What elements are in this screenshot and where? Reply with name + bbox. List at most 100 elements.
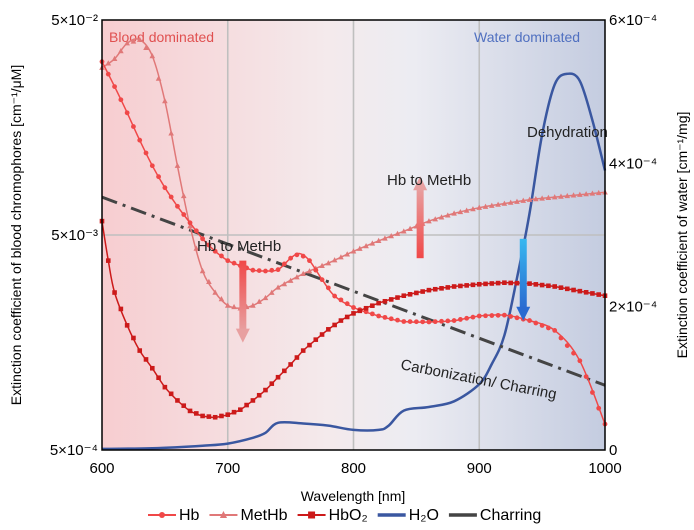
point-hbo	[552, 284, 557, 289]
point-methb	[438, 214, 445, 220]
point-hb	[577, 358, 583, 364]
point-hb	[231, 260, 237, 266]
point-hbo	[143, 357, 149, 362]
point-hb	[256, 268, 262, 274]
point-hb	[539, 323, 545, 328]
point-methb	[111, 55, 118, 61]
point-hb	[451, 318, 457, 323]
y-ticks-left: 5×10⁻⁴ 5×10⁻³ 5×10⁻²	[50, 12, 98, 459]
point-hbo	[338, 318, 344, 323]
point-methb	[457, 208, 464, 215]
point-hb	[250, 267, 256, 273]
arrow-head	[413, 176, 428, 191]
point-hbo	[495, 280, 501, 286]
point-hb	[187, 220, 193, 226]
point-hbo	[527, 281, 532, 286]
point-methb	[187, 223, 193, 229]
point-hb	[137, 137, 143, 143]
y-axis-title-right: Extinction coefficient of water [cm⁻¹/mg…	[674, 112, 690, 359]
point-hbo	[319, 332, 325, 337]
point-hbo	[187, 408, 193, 414]
point-hb	[495, 312, 501, 318]
point-hb	[212, 248, 218, 254]
point-hbo	[388, 297, 394, 302]
point-hb	[225, 258, 231, 264]
series-line-ho	[101, 72, 607, 451]
point-hb	[105, 71, 111, 77]
point-methb	[526, 196, 533, 202]
point-hbo	[200, 413, 205, 419]
x-tick-label: 1000	[588, 460, 621, 477]
y-tick-label-right: 6×10⁻⁴	[609, 12, 657, 29]
point-methb	[388, 233, 395, 239]
point-methb	[495, 201, 501, 207]
point-hbo	[571, 287, 576, 293]
legend-marker	[308, 511, 316, 519]
point-methb	[268, 289, 275, 295]
annotation-water-dominated: Water dominated	[474, 29, 580, 45]
point-methb	[545, 194, 552, 200]
point-hb	[464, 315, 470, 321]
point-hb	[457, 317, 463, 322]
point-hbo	[357, 308, 363, 314]
point-methb	[149, 53, 156, 59]
point-hb	[288, 255, 294, 261]
y-ticks-right: 0 2×10⁻⁴ 4×10⁻⁴ 6×10⁻⁴	[609, 12, 657, 459]
point-hbo	[194, 411, 199, 416]
legend-label: Charring	[480, 507, 541, 524]
point-hbo	[175, 398, 180, 403]
point-hbo	[168, 391, 174, 397]
y-tick-label-right: 0	[609, 442, 617, 459]
point-methb	[224, 302, 231, 308]
annotation-arrow-4	[516, 238, 531, 321]
point-hb	[445, 318, 451, 324]
legend: Hb MetHb HbO₂ H₂O Charring	[148, 507, 541, 524]
point-methb	[583, 191, 589, 197]
point-hb	[200, 236, 206, 242]
point-hb	[281, 261, 287, 267]
point-hb	[124, 110, 130, 116]
legend-label: H₂O	[409, 507, 439, 524]
legend-marker	[159, 512, 165, 518]
point-hb	[583, 374, 589, 380]
point-methb	[589, 190, 596, 196]
point-hbo	[533, 282, 539, 287]
y-tick-label-left: 5×10⁻²	[51, 12, 98, 29]
point-methb	[595, 189, 602, 196]
point-hbo	[105, 258, 111, 263]
point-methb	[533, 196, 539, 202]
point-hb	[489, 313, 495, 318]
point-methb	[306, 268, 313, 274]
point-hb	[432, 319, 438, 325]
point-hbo	[546, 283, 551, 289]
point-hb	[376, 313, 382, 319]
point-methb	[338, 254, 344, 260]
point-methb	[570, 192, 577, 198]
annotation-blood-dominated: Blood dominated	[109, 29, 214, 45]
point-methb	[501, 200, 508, 206]
point-methb	[319, 262, 325, 268]
point-hb	[426, 319, 432, 325]
point-hb	[307, 258, 312, 264]
y-tick-label-right: 2×10⁻⁴	[609, 299, 657, 316]
point-hbo	[238, 407, 243, 412]
point-hbo	[508, 280, 513, 286]
point-hb	[338, 297, 344, 303]
point-hbo	[439, 286, 444, 291]
point-hbo	[376, 300, 381, 306]
y-tick-label-left: 5×10⁻⁴	[50, 442, 98, 459]
point-hbo	[313, 337, 319, 342]
point-hbo	[162, 384, 168, 390]
point-methb	[256, 298, 262, 304]
point-methb	[212, 289, 218, 295]
point-hb	[181, 212, 187, 217]
series-hb	[99, 59, 608, 427]
point-hbo	[558, 285, 564, 290]
point-methb	[300, 270, 306, 276]
point-methb	[426, 218, 432, 224]
point-hb	[319, 277, 325, 283]
point-hb	[420, 319, 426, 325]
point-methb	[551, 194, 558, 200]
point-methb	[275, 284, 281, 290]
point-hbo	[300, 348, 306, 353]
